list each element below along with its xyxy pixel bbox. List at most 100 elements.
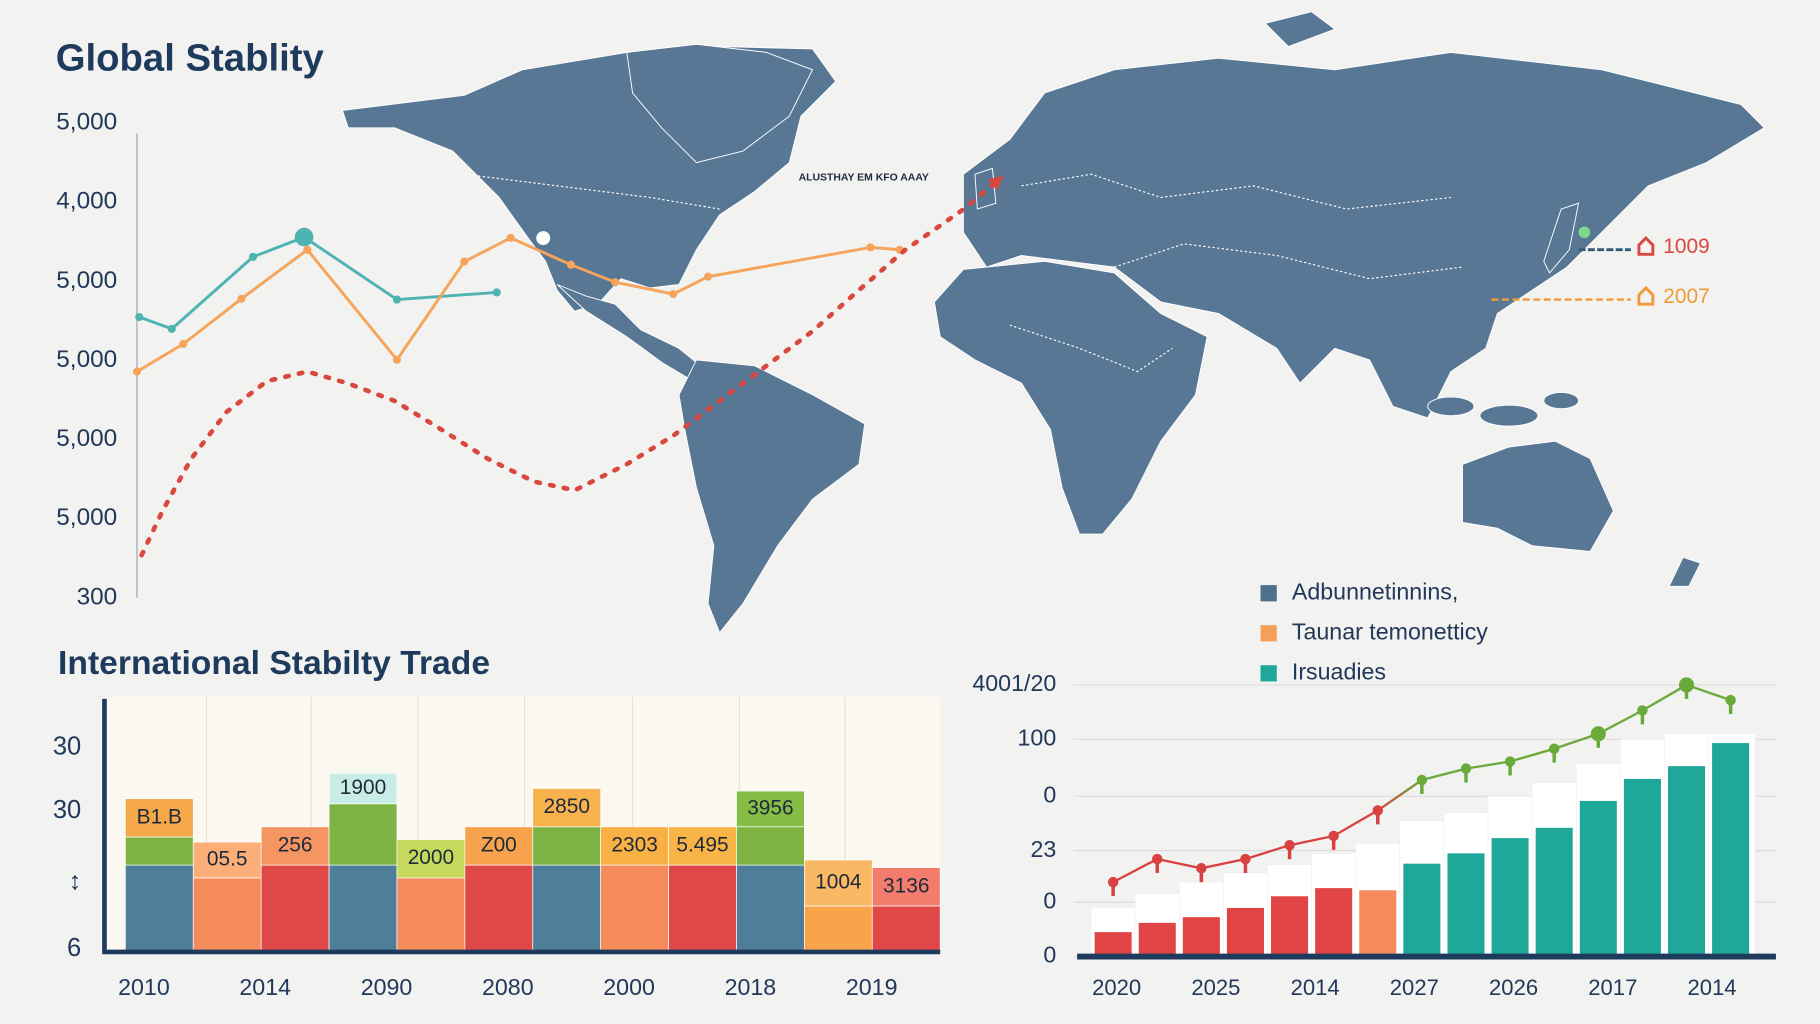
arctic-islands — [626, 43, 814, 164]
marker-dot — [1578, 226, 1591, 239]
bar-label: 2303 — [611, 833, 657, 856]
bar-segment — [125, 798, 194, 838]
arrow-head — [987, 175, 1004, 191]
marker-dot — [536, 231, 551, 246]
bar-segment — [736, 790, 805, 828]
africa — [933, 260, 1208, 535]
y-tick-label: 23 — [1030, 836, 1056, 862]
world-map — [341, 11, 1766, 634]
bar-segment — [464, 826, 534, 866]
line-marker — [1416, 774, 1428, 786]
bar-segment — [532, 788, 602, 828]
point — [492, 288, 501, 297]
border — [1114, 243, 1463, 280]
bar — [1138, 922, 1176, 957]
x-tick-label: 2014 — [239, 974, 291, 1000]
bar-segment — [736, 864, 805, 953]
y-tick-label: 5,000 — [56, 346, 117, 373]
point — [167, 324, 176, 333]
callout-icon — [1637, 285, 1655, 306]
line-marker — [1548, 743, 1560, 754]
point — [179, 339, 188, 348]
legend-swatch — [1260, 665, 1277, 682]
bar-segment — [600, 826, 669, 866]
chart-title: International Stabilty Trade — [58, 645, 490, 682]
bar-segment — [804, 905, 873, 953]
bar-label: 3956 — [747, 796, 793, 819]
x-tick-label: 2010 — [118, 974, 170, 1000]
bar-label: 256 — [278, 833, 313, 856]
bar-segment — [871, 905, 941, 953]
bar-label: 3136 — [883, 874, 929, 897]
bar-label: 1004 — [815, 870, 861, 893]
y-tick-label: 100 — [1018, 724, 1057, 750]
bar — [1094, 932, 1132, 957]
bar-segment — [125, 864, 194, 953]
point — [294, 227, 314, 247]
x-tick-label: 2019 — [846, 974, 898, 1000]
point — [132, 367, 142, 376]
series-line — [139, 177, 1001, 558]
bar — [1667, 766, 1706, 957]
line-marker — [1725, 694, 1736, 706]
australia — [1462, 440, 1614, 552]
japan — [1543, 202, 1580, 274]
line-marker — [1372, 805, 1383, 816]
bar — [1579, 800, 1617, 957]
bar-segment — [396, 839, 466, 879]
map-label: ALUSTHAY EM KFO AAAY — [799, 172, 929, 183]
legend-label: Taunar temonetticy — [1292, 618, 1488, 644]
y-tick-label: 5,000 — [56, 425, 117, 452]
y-tick-label: 4001/20 — [972, 670, 1056, 696]
point — [135, 312, 144, 322]
bar — [1226, 907, 1264, 957]
border — [1021, 173, 1451, 210]
border — [464, 173, 720, 210]
bar — [1271, 896, 1309, 957]
x-tick-label: 2090 — [361, 974, 413, 1000]
bar — [1182, 917, 1220, 957]
y-tick-label: ↕ — [68, 868, 81, 896]
y-tick-label: 300 — [77, 583, 118, 610]
x-tick-label: 2014 — [1291, 975, 1340, 1000]
series-line — [137, 235, 499, 331]
bar — [1403, 863, 1441, 957]
bar-label: 2850 — [543, 795, 589, 818]
y-tick-label: 0 — [1043, 781, 1056, 807]
bar — [1535, 827, 1573, 957]
island — [1479, 404, 1539, 427]
eurasia — [962, 51, 1766, 419]
bar-segment — [328, 772, 398, 805]
bar-segment — [396, 877, 466, 953]
bar — [1315, 888, 1353, 957]
point — [248, 252, 258, 261]
line-marker — [1284, 839, 1295, 851]
y-tick-label: 5,000 — [56, 504, 117, 531]
borders — [464, 173, 1463, 373]
bar — [1359, 890, 1397, 957]
bar-segment — [192, 877, 262, 953]
south-america — [678, 359, 866, 634]
bar-segment — [260, 864, 330, 953]
bar-label: 1900 — [340, 776, 386, 799]
line-marker — [1637, 705, 1648, 716]
point — [669, 290, 678, 299]
bar-segment — [260, 826, 330, 866]
y-tick-label: 5,000 — [56, 267, 117, 294]
x-tick-label: 2014 — [1688, 975, 1737, 1000]
line-marker — [1460, 763, 1472, 774]
line-marker — [1678, 677, 1695, 693]
line-marker — [1196, 863, 1207, 874]
point — [460, 257, 469, 266]
bar-segment — [871, 867, 941, 907]
x-tick-label: 2000 — [603, 974, 655, 1000]
bar-segment — [736, 826, 805, 866]
island — [1427, 396, 1475, 417]
point — [237, 294, 246, 303]
line-marker — [1590, 726, 1606, 742]
y-tick-label: 30 — [53, 796, 81, 824]
bar-label: B1.B — [137, 805, 182, 828]
bar-segment — [192, 841, 262, 879]
line-marker — [1504, 756, 1516, 767]
